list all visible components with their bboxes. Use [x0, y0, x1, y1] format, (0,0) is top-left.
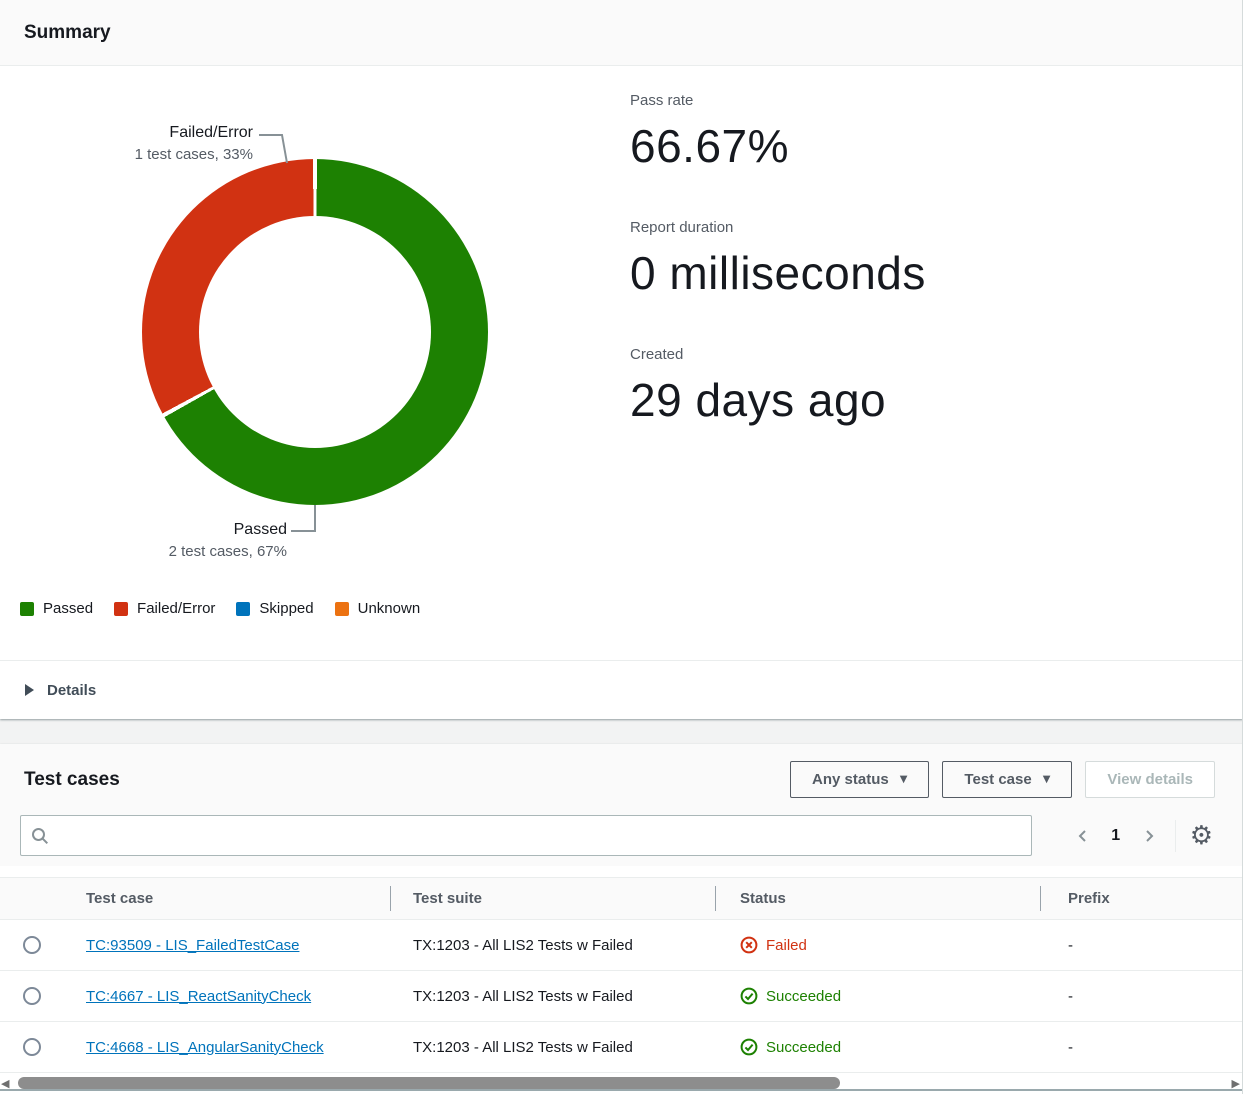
callout-failed-value: 1 test cases, 33%	[134, 146, 253, 163]
scroll-right-arrow-icon[interactable]: ▶	[1231, 1077, 1240, 1090]
view-details-button[interactable]: View details	[1085, 761, 1215, 798]
status-filter-button[interactable]: Any status ▼	[790, 761, 930, 798]
prefix-cell: -	[1068, 1038, 1073, 1056]
column-header-prefix: Prefix	[1040, 878, 1243, 919]
summary-body: Failed/Error 1 test cases, 33% Passed 2 …	[0, 66, 1243, 660]
details-label: Details	[47, 681, 97, 699]
header-table-gap	[0, 866, 1243, 877]
status-filter-label: Any status	[812, 771, 889, 788]
legend-swatch-unknown	[334, 601, 349, 616]
callout-failed-label: Failed/Error	[169, 124, 253, 141]
view-details-label: View details	[1107, 771, 1193, 788]
test-cases-card: Test cases Any status ▼ Test case ▼ View…	[0, 744, 1243, 1097]
chevron-right-icon	[1145, 829, 1154, 842]
status-badge: Failed	[766, 936, 807, 954]
details-expand-icon	[25, 684, 34, 696]
legend-label: Passed	[43, 600, 94, 617]
legend-label: Failed/Error	[137, 600, 216, 617]
window-bottom-edge	[0, 1089, 1243, 1091]
succeeded-icon	[740, 987, 758, 1005]
test-case-link[interactable]: TC:93509 - LIS_FailedTestCase	[86, 936, 300, 954]
status-badge: Succeeded	[766, 1038, 842, 1056]
stat-pass-rate: Pass rate 66.67%	[630, 92, 926, 173]
table-header: Test case Test suite Status Prefix	[0, 877, 1243, 920]
stat-value: 29 days ago	[630, 374, 887, 426]
succeeded-icon	[740, 1038, 758, 1056]
test-case-link[interactable]: TC:4667 - LIS_ReactSanityCheck	[86, 987, 312, 1005]
summary-stats: Pass rate 66.67% Report duration 0 milli…	[630, 92, 926, 473]
current-page[interactable]: 1	[1111, 826, 1121, 844]
test-cases-title: Test cases	[24, 768, 120, 790]
horizontal-scrollbar: ◀ ▶	[0, 1073, 1243, 1097]
stat-value: 66.67%	[630, 120, 790, 172]
failed-icon	[740, 936, 758, 954]
stat-report-duration: Report duration 0 milliseconds	[630, 219, 926, 300]
gear-icon: ⚙	[1189, 820, 1213, 851]
test-case-link[interactable]: TC:4668 - LIS_AngularSanityCheck	[86, 1038, 324, 1056]
callout-passed-value: 2 test cases, 67%	[168, 543, 287, 560]
test-suite-cell: TX:1203 - All LIS2 Tests w Failed	[413, 936, 633, 954]
settings-button[interactable]: ⚙	[1188, 823, 1215, 849]
status-cell: Succeeded	[715, 987, 1040, 1005]
test-suite-cell: TX:1203 - All LIS2 Tests w Failed	[413, 1038, 633, 1056]
legend-swatch-passed	[20, 601, 34, 616]
status-cell: Failed	[715, 936, 1040, 954]
row-select-radio[interactable]	[23, 987, 41, 1005]
stat-label: Report duration	[630, 219, 734, 236]
stat-value: 0 milliseconds	[630, 247, 926, 299]
caret-down-icon: ▼	[899, 773, 908, 785]
row-select-radio[interactable]	[23, 936, 41, 954]
search-box	[20, 815, 1032, 856]
type-filter-label: Test case	[964, 771, 1032, 788]
filter-buttons: Any status ▼ Test case ▼ View details	[790, 761, 1215, 798]
status-cell: Succeeded	[715, 1038, 1040, 1056]
column-header-status: Status	[715, 878, 1040, 919]
summary-header: Summary	[0, 0, 1243, 66]
chevron-left-icon	[1078, 829, 1086, 842]
search-icon	[32, 827, 49, 844]
pagination: 1 ⚙	[1067, 819, 1215, 853]
column-header-test-suite: Test suite	[390, 878, 715, 919]
scroll-left-arrow-icon[interactable]: ◀	[1, 1077, 10, 1090]
prefix-cell: -	[1068, 987, 1073, 1005]
table-row: TC:4667 - LIS_ReactSanityCheck TX:1203 -…	[0, 971, 1243, 1022]
test-cases-header: Test cases Any status ▼ Test case ▼ View…	[0, 744, 1243, 866]
legend-swatch-skipped	[236, 601, 251, 616]
stat-label: Pass rate	[630, 92, 694, 109]
type-filter-button[interactable]: Test case ▼	[942, 761, 1073, 798]
chart-callout-passed: Passed 2 test cases, 67%	[30, 519, 287, 563]
scrollbar-thumb[interactable]	[18, 1077, 840, 1089]
legend-item-passed: Passed	[20, 600, 93, 617]
donut-hole	[199, 216, 431, 448]
legend-item-skipped: Skipped	[236, 600, 314, 617]
column-header-select	[0, 878, 64, 919]
page-title: Summary	[24, 21, 111, 43]
callout-passed-label: Passed	[233, 521, 287, 538]
chart-callout-failed: Failed/Error 1 test cases, 33%	[0, 122, 253, 166]
prefix-cell: -	[1068, 936, 1073, 954]
details-expandable-section[interactable]: Details	[0, 660, 1243, 719]
chart-legend: Passed Failed/Error Skipped Unknown	[20, 600, 420, 617]
table-row: TC:93509 - LIS_FailedTestCase TX:1203 - …	[0, 920, 1243, 971]
legend-item-unknown: Unknown	[334, 600, 421, 617]
stat-label: Created	[630, 346, 684, 363]
summary-card: Summary Failed/Error 1 test cases, 33% P…	[0, 0, 1243, 719]
prev-page-button[interactable]	[1067, 819, 1099, 853]
pagination-divider	[1174, 819, 1176, 852]
legend-item-failed-error: Failed/Error	[114, 600, 215, 617]
legend-label: Unknown	[357, 600, 421, 617]
search-input[interactable]	[57, 815, 1021, 856]
test-suite-cell: TX:1203 - All LIS2 Tests w Failed	[413, 987, 633, 1005]
legend-swatch-failed-error	[114, 601, 129, 616]
caret-down-icon: ▼	[1042, 773, 1051, 785]
legend-label: Skipped	[259, 600, 314, 617]
next-page-button[interactable]	[1133, 819, 1165, 853]
table-row: TC:4668 - LIS_AngularSanityCheck TX:1203…	[0, 1022, 1243, 1073]
column-header-test-case: Test case	[86, 890, 154, 907]
stat-created: Created 29 days ago	[630, 346, 926, 427]
status-badge: Succeeded	[766, 987, 842, 1005]
row-select-radio[interactable]	[23, 1038, 41, 1056]
